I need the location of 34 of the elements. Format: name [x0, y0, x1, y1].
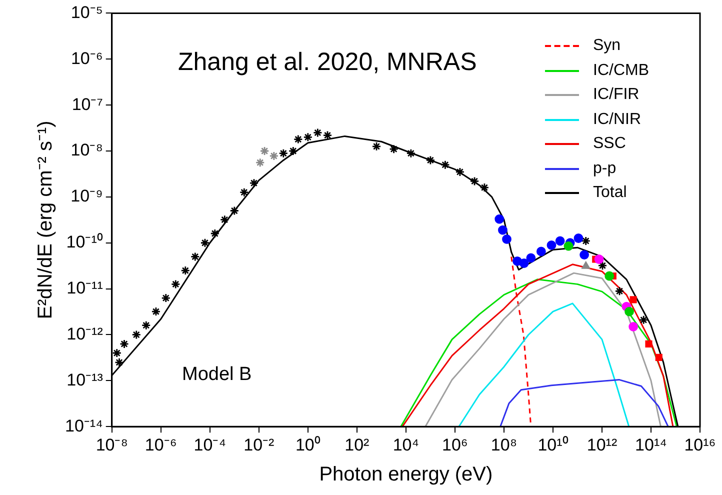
y-tick-label: 10⁻⁸: [70, 140, 103, 160]
y-tick-label: 10⁻¹¹: [66, 278, 104, 298]
x-tick-label: 10¹²: [586, 435, 618, 454]
x-tick-label: 10⁴: [392, 435, 420, 454]
x-tick-label: 10⁸: [490, 435, 518, 454]
legend-label: IC/FIR: [593, 85, 640, 105]
y-axis-title: E²dN/dE (erg cm⁻² s⁻¹): [34, 120, 57, 320]
x-tick-label: 10⁻⁴: [194, 435, 226, 454]
x-tick-label: 10⁶: [442, 435, 468, 454]
y-tick-label: 10⁻¹²: [66, 324, 104, 344]
y-tick-label: 10⁻¹³: [66, 370, 104, 390]
legend-label: SSC: [593, 134, 626, 154]
annotation: Model B: [182, 364, 252, 386]
x-tick-label: 10⁻⁸: [96, 435, 128, 454]
y-tick-label: 10⁻⁷: [72, 94, 103, 114]
x-tick-label: 10²: [344, 435, 370, 454]
y-tick-label: 10⁻⁶: [70, 48, 103, 68]
x-tick-label: 10⁰: [295, 435, 320, 454]
x-tick-label: 10¹⁴: [635, 435, 667, 454]
annotation: Zhang et al. 2020, MNRAS: [178, 48, 477, 77]
legend-label: IC/CMB: [593, 60, 649, 80]
legend-label: Syn: [593, 36, 621, 56]
y-tick-label: 10⁻¹⁰: [66, 232, 103, 252]
x-tick-label: 10⁻²: [244, 435, 275, 454]
y-tick-label: 10⁻⁹: [70, 186, 103, 206]
y-tick-label: 10⁻⁵: [70, 2, 103, 22]
x-tick-label: 10¹⁰: [538, 435, 568, 454]
y-tick-label: 10⁻¹⁴: [65, 416, 103, 436]
legend-label: p-p: [593, 158, 616, 178]
x-tick-label: 10¹⁶: [684, 435, 716, 454]
legend-label: Total: [593, 183, 627, 203]
x-axis-title: Photon energy (eV): [319, 464, 493, 486]
x-tick-label: 10⁻⁶: [144, 435, 177, 454]
legend-label: IC/NIR: [593, 110, 641, 130]
